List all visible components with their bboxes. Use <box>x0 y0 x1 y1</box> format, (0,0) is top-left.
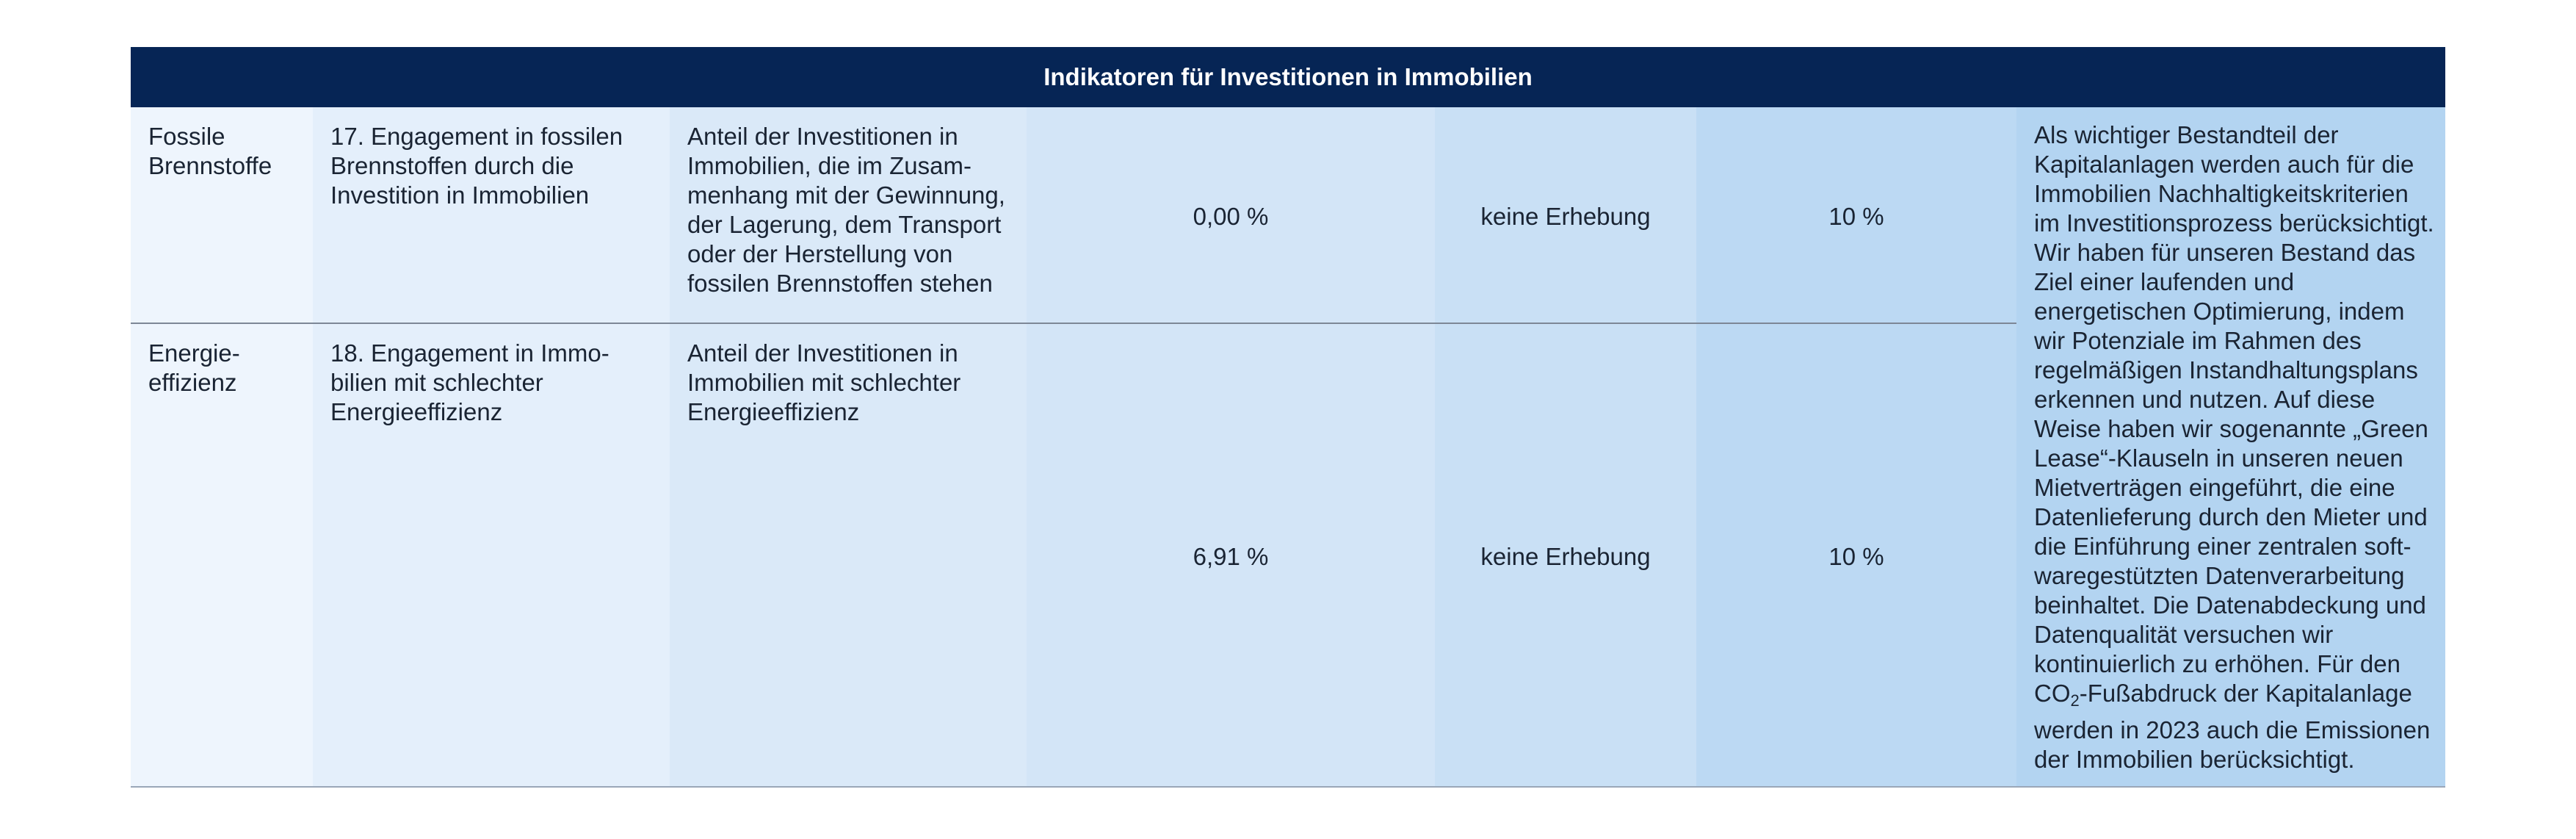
explanation-subscript: 2 <box>2070 691 2080 710</box>
table-row: Energie­effizienz 18. Engagement in Immo… <box>131 323 2445 788</box>
metric-cell: Anteil der Investitionen in Immobilien, … <box>670 107 1027 325</box>
value-cell: 6,91 % <box>1027 323 1435 788</box>
indicator-cell: 17. Engagement in fossilen Brennstoffen … <box>313 107 670 325</box>
coverage-cell: 10 % <box>1696 107 2016 325</box>
category-cell: Energie­effizienz <box>131 323 313 788</box>
category-cell: Fossile Brennstoffe <box>131 107 313 325</box>
explanation-text: Als wichtiger Bestandteil der Kapitalanl… <box>2034 121 2434 707</box>
indicator-table: Indikatoren für Investitionen in Immobil… <box>131 47 2446 788</box>
coverage-cell: 10 % <box>1696 323 2016 788</box>
table-row: Fossile Brennstoffe 17. Engagement in fo… <box>131 107 2446 788</box>
previous-value-cell: keine Erhebung <box>1435 323 1696 788</box>
explanation-text-continued: -Fußabdruck der Kapitalanlage werden in … <box>2034 680 2431 773</box>
table-title: Indikatoren für Investitionen in Immobil… <box>131 47 2446 107</box>
indicator-cell: 18. Engagement in Immo­bilien mit schlec… <box>313 323 670 788</box>
metric-cell: Anteil der Investitionen in Immobilien m… <box>670 323 1027 788</box>
value-cell: 0,00 % <box>1027 107 1435 325</box>
previous-value-cell: keine Erhebung <box>1435 107 1696 325</box>
indicator-table-container: Indikatoren für Investitionen in Immobil… <box>131 47 2446 788</box>
explanation-cell: Als wichtiger Bestandteil der Kapitalanl… <box>2016 107 2446 788</box>
